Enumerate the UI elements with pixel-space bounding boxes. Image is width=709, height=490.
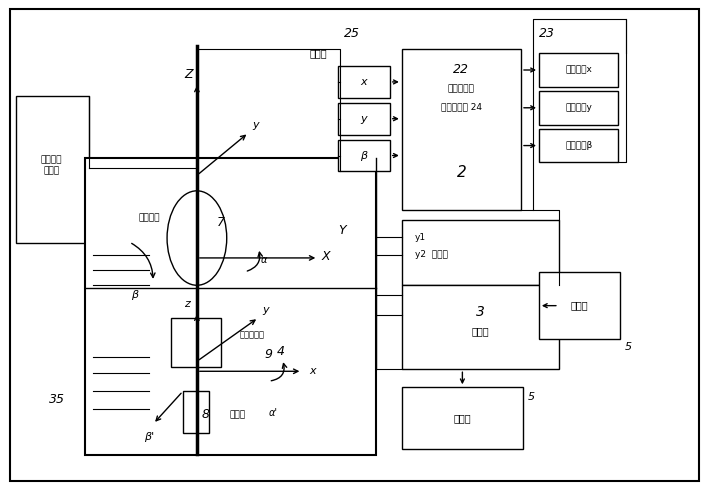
Bar bbox=[539, 272, 620, 340]
Text: 35: 35 bbox=[49, 392, 65, 406]
Ellipse shape bbox=[167, 191, 227, 285]
Text: x: x bbox=[309, 367, 316, 376]
Text: Y: Y bbox=[338, 223, 346, 237]
Text: 8: 8 bbox=[202, 408, 210, 420]
Text: y2  示波器: y2 示波器 bbox=[415, 250, 447, 259]
Bar bbox=[539, 91, 618, 124]
Text: 2: 2 bbox=[457, 165, 467, 180]
Text: 被测探头: 被测探头 bbox=[138, 214, 160, 222]
Text: 4: 4 bbox=[277, 345, 284, 358]
Text: 打印机: 打印机 bbox=[571, 301, 588, 311]
Text: y1: y1 bbox=[415, 233, 426, 242]
Text: 参考水听器: 参考水听器 bbox=[240, 330, 265, 339]
Bar bbox=[171, 318, 220, 368]
Bar bbox=[402, 387, 523, 449]
Bar bbox=[402, 49, 521, 210]
Text: 5: 5 bbox=[625, 343, 632, 352]
Bar bbox=[402, 220, 559, 285]
Bar bbox=[183, 391, 209, 433]
Text: 7: 7 bbox=[217, 216, 225, 229]
Text: 步进电机x: 步进电机x bbox=[565, 66, 592, 74]
Text: α': α' bbox=[269, 408, 278, 418]
Bar bbox=[539, 129, 618, 163]
Text: 3: 3 bbox=[476, 305, 485, 318]
Text: Z: Z bbox=[184, 69, 194, 81]
Text: 计算机: 计算机 bbox=[471, 326, 489, 337]
Text: 22: 22 bbox=[453, 63, 469, 75]
Bar bbox=[338, 103, 390, 135]
Text: 传感器: 传感器 bbox=[309, 48, 327, 58]
Text: 单片机扫描: 单片机扫描 bbox=[448, 84, 475, 94]
Text: α: α bbox=[260, 255, 267, 265]
Text: 水听器: 水听器 bbox=[230, 411, 246, 419]
Text: y: y bbox=[262, 305, 269, 315]
Text: z: z bbox=[184, 299, 190, 309]
Text: β': β' bbox=[144, 432, 155, 442]
Text: 25: 25 bbox=[344, 27, 360, 40]
Text: 9: 9 bbox=[264, 348, 272, 361]
Text: y: y bbox=[252, 120, 259, 130]
Text: 驱动、控制 24: 驱动、控制 24 bbox=[441, 102, 482, 111]
Text: 被测超声
诊断仪: 被测超声 诊断仪 bbox=[41, 156, 62, 175]
Text: 显示器: 显示器 bbox=[454, 413, 471, 423]
Text: x: x bbox=[361, 77, 367, 87]
Bar bbox=[84, 158, 376, 455]
Bar bbox=[338, 140, 390, 171]
Text: 步进电机y: 步进电机y bbox=[565, 103, 592, 112]
Bar bbox=[338, 66, 390, 98]
Text: β: β bbox=[130, 290, 138, 300]
Text: 5: 5 bbox=[527, 392, 535, 402]
Text: y: y bbox=[361, 114, 367, 123]
Text: β: β bbox=[360, 150, 367, 161]
Text: 步进电机β: 步进电机β bbox=[565, 141, 592, 150]
Bar bbox=[539, 53, 618, 87]
Bar bbox=[16, 96, 89, 243]
Text: 23: 23 bbox=[539, 27, 555, 40]
Text: X: X bbox=[322, 250, 330, 264]
Bar bbox=[402, 285, 559, 369]
